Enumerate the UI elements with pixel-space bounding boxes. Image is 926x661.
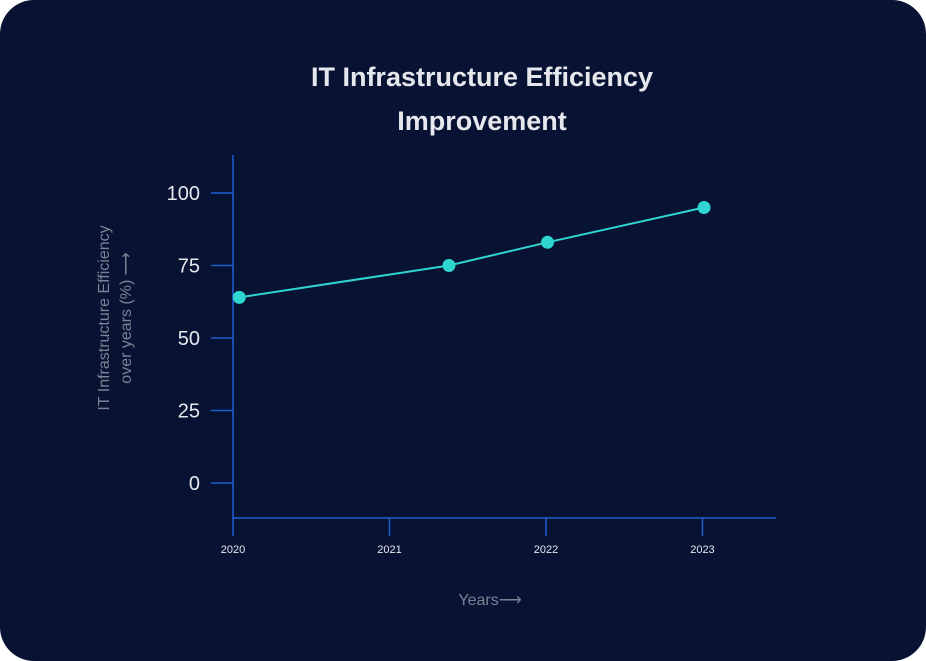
y-tick-label: 100: [167, 183, 200, 205]
y-axis-label-line-1: IT Infrastructure Efficiency: [96, 225, 113, 410]
chart-title-line-2: Improvement: [397, 106, 567, 136]
data-point: [442, 259, 456, 272]
y-tick-label: 25: [178, 401, 200, 423]
y-axis-arrow-icon: ⟶: [118, 252, 135, 279]
x-tick-label: 2023: [690, 544, 714, 556]
data-point: [232, 290, 246, 304]
y-tick-label: 0: [189, 473, 200, 495]
y-tick-label: 75: [178, 256, 200, 278]
series-line: [239, 206, 705, 299]
x-tick-label: 2021: [377, 544, 401, 556]
x-axis-label: Years⟶: [458, 592, 521, 609]
chart-title-line-1: IT Infrastructure Efficiency: [311, 62, 653, 92]
x-tick-label: 2022: [534, 544, 558, 556]
data-point: [541, 235, 555, 249]
y-axis-label-line-2: over years (%) ⟶: [118, 252, 135, 383]
data-point: [697, 201, 711, 214]
y-tick-label: 50: [178, 328, 200, 350]
x-tick-label: 2020: [221, 544, 245, 556]
x-axis-arrow-icon: ⟶: [499, 592, 522, 609]
